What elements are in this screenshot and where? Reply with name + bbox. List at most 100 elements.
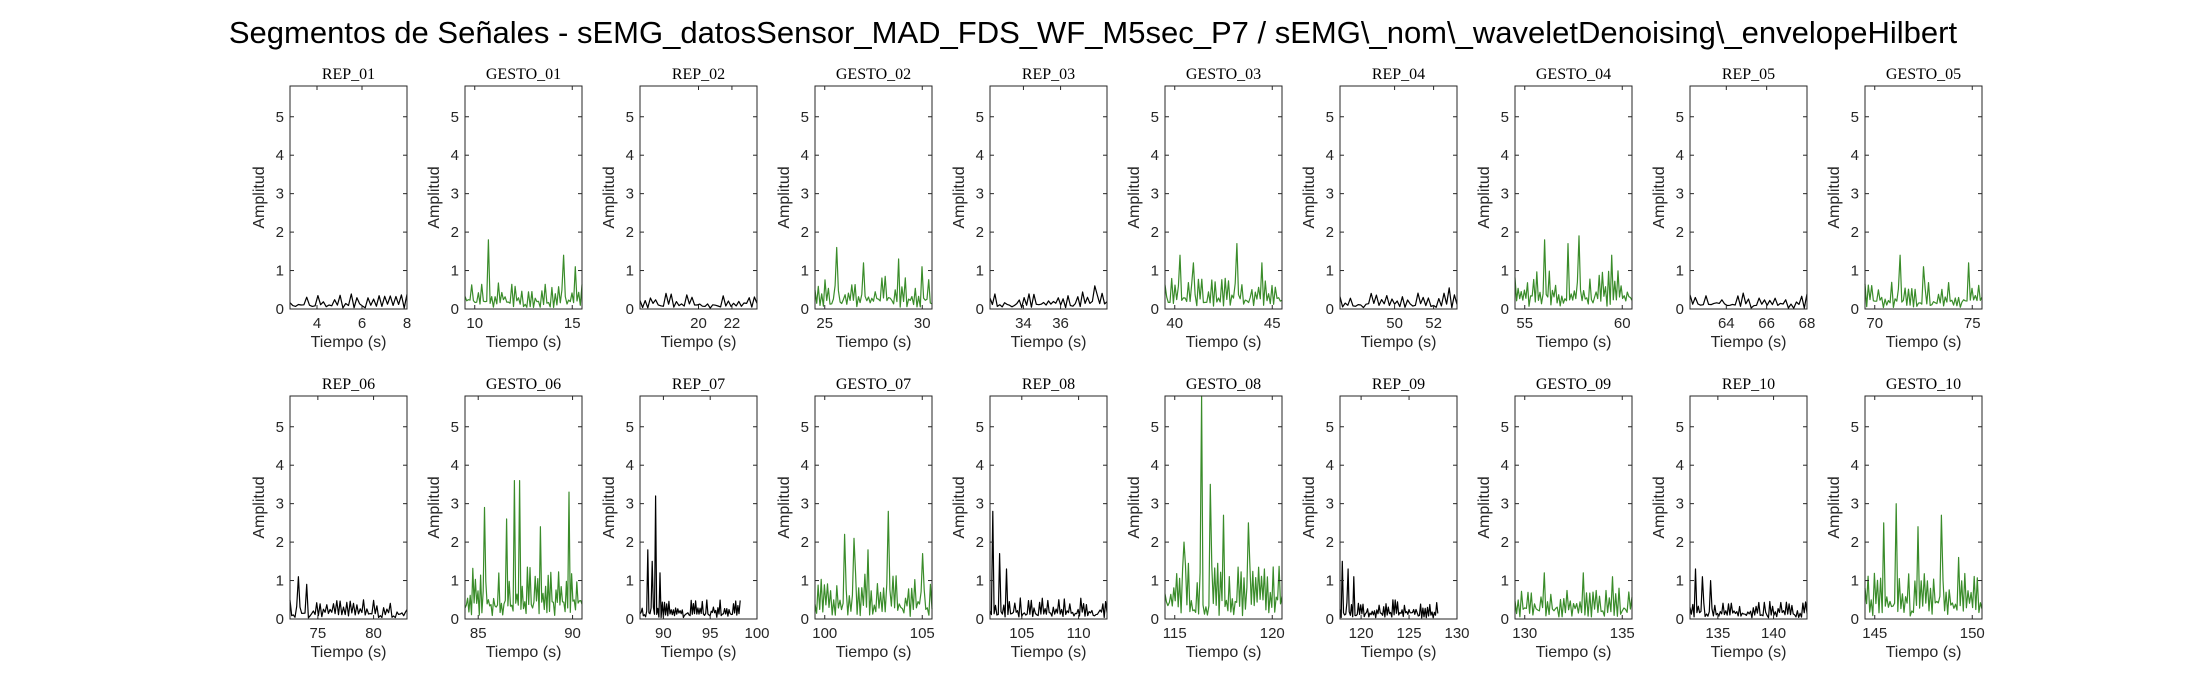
x-tick-label: 70 — [1866, 315, 1883, 332]
y-tick-label: 1 — [1851, 573, 1859, 590]
subplot-gesto-08: 0 1 2 3 4 5 115 120 GESTO_08 Tiempo (s) Amplitud — [1126, 376, 1285, 661]
y-tick-label: 4 — [626, 457, 634, 474]
x-tick-label: 115 — [1163, 625, 1187, 642]
x-tick-label: 6 — [358, 315, 366, 332]
subplot-gesto-05: 0 1 2 3 4 5 70 75 GESTO_05 Tiempo (s) Amplitud — [1826, 66, 1983, 351]
y-axis-label: Amplitud — [1301, 476, 1318, 538]
y-axis-label: Amplitud — [776, 166, 793, 228]
y-tick-label: 5 — [1501, 109, 1509, 126]
y-tick-label: 3 — [1851, 186, 1859, 203]
subplot-rep-02: 0 1 2 3 4 5 20 22 REP_02 Tiempo (s) Amplitud — [601, 66, 758, 351]
x-axis-label: Tiempo (s) — [311, 644, 387, 661]
y-tick-label: 4 — [801, 147, 809, 164]
y-tick-label: 0 — [1151, 611, 1159, 628]
y-tick-label: 4 — [1676, 147, 1684, 164]
x-tick-label: 135 — [1610, 625, 1635, 642]
subplot-rep-08: 0 1 2 3 4 5 105 110 REP_08 Tiempo (s) Amplitud — [951, 376, 1108, 661]
y-tick-label: 1 — [976, 263, 984, 280]
x-axis-label: Tiempo (s) — [1711, 334, 1787, 351]
signal-line — [1339, 560, 1439, 619]
x-axis-label: Tiempo (s) — [486, 334, 562, 351]
axes-box — [1164, 395, 1283, 620]
x-axis-label: Tiempo (s) — [486, 644, 562, 661]
y-tick-label: 3 — [1326, 186, 1334, 203]
x-tick-label: 120 — [1260, 625, 1285, 642]
x-tick-label: 100 — [744, 625, 769, 642]
y-axis-label: Amplitud — [601, 166, 618, 228]
y-tick-label: 5 — [1326, 419, 1334, 436]
x-tick-label: 66 — [1758, 315, 1775, 332]
y-axis-label: Amplitud — [951, 476, 968, 538]
y-tick-label: 3 — [801, 186, 809, 203]
y-tick-label: 5 — [626, 419, 634, 436]
subplot-title: GESTO_07 — [836, 376, 911, 393]
y-tick-label: 2 — [1326, 224, 1334, 241]
y-tick-label: 0 — [1501, 301, 1509, 318]
axes-box — [1864, 395, 1983, 620]
y-axis-label: Amplitud — [1651, 166, 1668, 228]
y-tick-label: 1 — [976, 573, 984, 590]
y-tick-label: 2 — [1676, 224, 1684, 241]
x-tick-label: 20 — [690, 315, 707, 332]
x-axis-label: Tiempo (s) — [1011, 644, 1087, 661]
y-tick-label: 1 — [1501, 263, 1509, 280]
y-tick-label: 0 — [1851, 611, 1859, 628]
axes-box — [1689, 395, 1808, 620]
signal-line — [1864, 503, 1983, 617]
y-tick-label: 0 — [1501, 611, 1509, 628]
y-tick-label: 1 — [801, 573, 809, 590]
figure-title: Segmentos de Señales - sEMG_datosSensor_… — [229, 15, 1958, 50]
y-tick-label: 0 — [976, 301, 984, 318]
x-axis-label: Tiempo (s) — [1186, 334, 1262, 351]
x-tick-label: 75 — [310, 625, 327, 642]
y-tick-label: 2 — [1151, 534, 1159, 551]
y-tick-label: 2 — [626, 224, 634, 241]
y-tick-label: 3 — [1151, 496, 1159, 513]
y-tick-label: 0 — [976, 611, 984, 628]
axes-box — [1339, 85, 1458, 310]
axes-box — [639, 85, 758, 310]
subplot-title: REP_07 — [672, 376, 725, 393]
y-tick-label: 4 — [1326, 457, 1334, 474]
signal-line — [1689, 292, 1808, 309]
x-tick-label: 130 — [1444, 625, 1469, 642]
subplot-title: REP_03 — [1022, 66, 1075, 83]
subplot-rep-06: 0 1 2 3 4 5 75 80 REP_06 Tiempo (s) Amplitud — [251, 376, 408, 661]
subplot-title: GESTO_04 — [1536, 66, 1611, 83]
y-tick-label: 2 — [451, 534, 459, 551]
y-tick-label: 4 — [1151, 147, 1159, 164]
y-axis-label: Amplitud — [426, 476, 443, 538]
signal-line — [1514, 235, 1633, 307]
y-tick-label: 2 — [626, 534, 634, 551]
axes-box — [1689, 85, 1808, 310]
y-tick-label: 3 — [976, 186, 984, 203]
subplot-title: GESTO_08 — [1186, 376, 1261, 393]
subplot-rep-07: 0 1 2 3 4 5 90 95 100 REP_07 Tiempo (s) Amplitud — [601, 376, 770, 661]
x-tick-label: 85 — [470, 625, 487, 642]
y-tick-label: 0 — [801, 301, 809, 318]
x-tick-label: 30 — [914, 315, 931, 332]
subplot-title: GESTO_02 — [836, 66, 911, 83]
y-tick-label: 2 — [1501, 534, 1509, 551]
subplot-title: REP_09 — [1372, 376, 1425, 393]
y-tick-label: 2 — [1851, 534, 1859, 551]
y-axis-label: Amplitud — [1826, 476, 1843, 538]
y-tick-label: 2 — [801, 224, 809, 241]
y-tick-label: 5 — [451, 109, 459, 126]
subplot-gesto-06: 0 1 2 3 4 5 85 90 GESTO_06 Tiempo (s) Amplitud — [426, 376, 583, 661]
x-tick-label: 150 — [1960, 625, 1985, 642]
y-tick-label: 3 — [1676, 496, 1684, 513]
x-tick-label: 75 — [1964, 315, 1981, 332]
signal-line — [1514, 572, 1633, 618]
x-tick-label: 130 — [1512, 625, 1537, 642]
x-tick-label: 50 — [1386, 315, 1403, 332]
y-tick-label: 5 — [1676, 109, 1684, 126]
x-axis-label: Tiempo (s) — [1536, 644, 1612, 661]
signal-line — [639, 292, 758, 309]
axes-box — [639, 395, 758, 620]
x-tick-label: 52 — [1425, 315, 1442, 332]
subplot-rep-05: 0 1 2 3 4 5 64 66 68 REP_05 Tiempo (s) Amplitud — [1651, 66, 1815, 351]
y-tick-label: 0 — [1326, 611, 1334, 628]
x-tick-label: 80 — [365, 625, 382, 642]
